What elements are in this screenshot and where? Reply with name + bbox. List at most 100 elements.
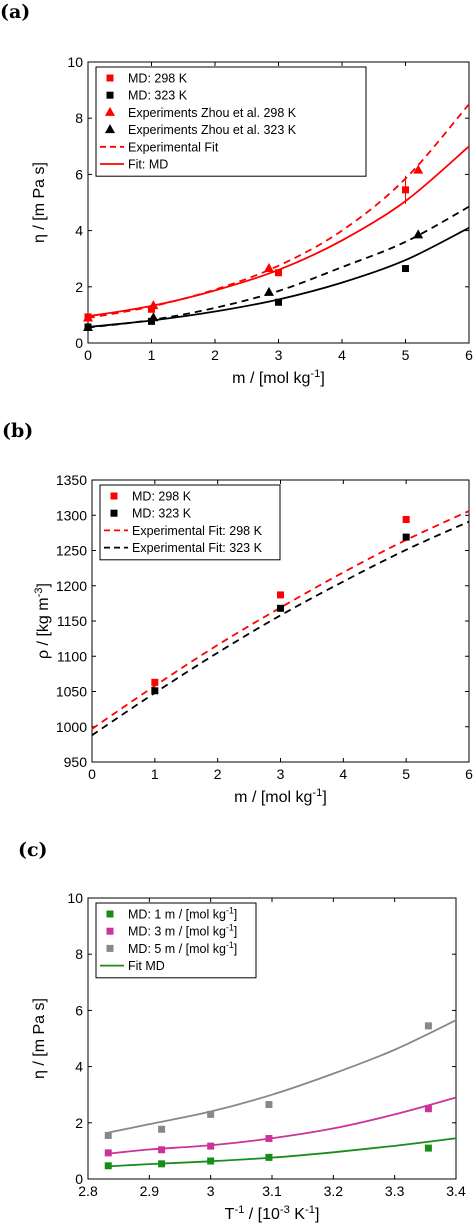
data-point bbox=[263, 263, 274, 273]
x-tick-label: 0 bbox=[84, 347, 92, 363]
legend-label: Experimental Fit: 323 K bbox=[132, 541, 263, 555]
x-tick-label: 3 bbox=[207, 1183, 215, 1199]
data-point bbox=[104, 1162, 112, 1170]
x-tick-label: 6 bbox=[465, 347, 473, 363]
y-tick-label: 1350 bbox=[56, 472, 87, 488]
x-tick-label: 1 bbox=[148, 347, 156, 363]
legend-label: MD: 3 m / [mol kg-1] bbox=[128, 923, 237, 939]
y-axis-label: η / [m Pa s] bbox=[31, 998, 48, 1079]
data-point bbox=[277, 591, 284, 599]
y-axis-label: ρ / [kg m-3] bbox=[33, 583, 52, 659]
data-point bbox=[275, 269, 282, 277]
y-tick-label: 8 bbox=[75, 946, 83, 962]
x-tick-label: 2.8 bbox=[78, 1183, 98, 1199]
x-axis-label: m / [mol kg-1] bbox=[234, 787, 327, 806]
y-tick-label: 10 bbox=[67, 890, 83, 906]
legend-marker bbox=[105, 124, 115, 134]
series-line bbox=[87, 226, 470, 328]
data-point bbox=[265, 1153, 273, 1161]
y-tick-label: 1100 bbox=[57, 648, 87, 664]
x-tick-label: 3.3 bbox=[385, 1183, 405, 1199]
y-tick-label: 4 bbox=[75, 223, 83, 239]
y-tick-label: 6 bbox=[75, 1002, 83, 1018]
x-tick-label: 3.4 bbox=[446, 1183, 466, 1199]
legend: MD: 298 K MD: 323 K Experimental Fit: 298 … bbox=[99, 484, 281, 561]
series-line bbox=[87, 205, 470, 329]
y-tick-label: 950 bbox=[64, 754, 88, 770]
data-point bbox=[148, 305, 155, 313]
y-tick-label: 1250 bbox=[56, 543, 87, 559]
data-point bbox=[265, 1135, 273, 1143]
legend-marker bbox=[110, 492, 118, 500]
data-point bbox=[424, 1105, 432, 1113]
data-point bbox=[148, 300, 159, 310]
legend-label: Experiments Zhou et al. 323 K bbox=[128, 123, 297, 137]
legend-marker bbox=[105, 106, 115, 116]
data-point bbox=[424, 1022, 432, 1030]
legend-marker bbox=[106, 927, 114, 935]
data-point bbox=[104, 1149, 112, 1157]
y-tick-label: 2 bbox=[75, 1115, 83, 1131]
data-point bbox=[151, 678, 159, 686]
legend-label: MD: 5 m / [mol kg-1] bbox=[128, 940, 237, 956]
series-line bbox=[108, 1019, 457, 1134]
y-tick-label: 4 bbox=[75, 1059, 83, 1075]
data-point bbox=[275, 298, 282, 306]
chart-panel-c: (c) 2.8 2.9 3 3.1 3.2 3.3 3.4 0 2 4 6 8 10 T-1 / [10-3… bbox=[18, 839, 466, 1223]
legend-label: Experiments Zhou et al. 298 K bbox=[128, 106, 297, 120]
data-point bbox=[83, 312, 93, 322]
data-point bbox=[83, 322, 93, 332]
y-tick-label: 10 bbox=[67, 54, 83, 70]
y-tick-label: 0 bbox=[75, 335, 83, 351]
data-point bbox=[158, 1125, 166, 1133]
legend-label: MD: 298 K bbox=[132, 490, 192, 504]
legend-box bbox=[95, 66, 367, 177]
data-point bbox=[277, 604, 284, 612]
data-point bbox=[265, 1101, 273, 1109]
panel-letter: (b) bbox=[2, 420, 33, 442]
y-tick-label: 0 bbox=[75, 1171, 83, 1187]
y-axis-label: η / [m Pa s] bbox=[31, 162, 48, 243]
data-point bbox=[158, 1160, 166, 1168]
legend-box bbox=[99, 484, 281, 561]
data-point bbox=[424, 1144, 432, 1152]
legend-label: MD: 1 m / [mol kg-1] bbox=[128, 906, 237, 922]
y-tick-label: 1300 bbox=[56, 507, 87, 523]
chart-panel-b: (b) 0 1 2 3 4 5 6 950 1000 1050 1100 1150 1200 1250 130… bbox=[2, 420, 473, 806]
x-tick-label: 4 bbox=[338, 347, 346, 363]
data-point bbox=[148, 317, 155, 325]
legend: MD: 298 K MD: 323 K Experiments Zhou et al… bbox=[95, 66, 367, 177]
x-tick-label: 0 bbox=[88, 766, 96, 782]
x-tick-label: 2 bbox=[211, 347, 219, 363]
data-point bbox=[402, 515, 410, 523]
panel-letter: (a) bbox=[0, 1, 30, 23]
data-point bbox=[402, 265, 409, 273]
legend-marker bbox=[106, 944, 114, 952]
data-point bbox=[263, 286, 274, 296]
x-axis-label: T-1 / [10-3 K-1] bbox=[225, 1204, 320, 1223]
data-point bbox=[402, 533, 410, 541]
x-tick-label: 3.2 bbox=[324, 1183, 344, 1199]
data-point bbox=[104, 1131, 112, 1139]
y-tick-label: 8 bbox=[75, 110, 83, 126]
data-point bbox=[207, 1110, 215, 1118]
legend-label: Experimental Fit: 298 K bbox=[132, 524, 263, 538]
chart-panel-a: (a) 0 1 2 3 4 5 6 0 2 4 6 8 10 m / [mol kg-1] η / [m Pa… bbox=[0, 1, 473, 387]
x-tick-label: 3.1 bbox=[262, 1183, 282, 1199]
legend-label: MD: 298 K bbox=[128, 72, 188, 86]
x-tick-label: 2 bbox=[214, 766, 222, 782]
data-point bbox=[207, 1157, 215, 1165]
x-tick-label: 6 bbox=[465, 766, 473, 782]
legend-label: Experimental Fit bbox=[128, 140, 219, 154]
y-tick-label: 1150 bbox=[57, 613, 87, 629]
legend-marker bbox=[110, 509, 118, 517]
legend-label: Fit MD bbox=[128, 959, 165, 973]
x-tick-label: 5 bbox=[402, 766, 410, 782]
x-tick-label: 4 bbox=[339, 766, 347, 782]
y-tick-label: 6 bbox=[75, 166, 83, 182]
x-axis-label: m / [mol kg-1] bbox=[232, 368, 325, 387]
y-tick-label: 2 bbox=[75, 279, 83, 295]
data-point bbox=[158, 1146, 166, 1154]
legend-label: MD: 323 K bbox=[132, 507, 192, 521]
